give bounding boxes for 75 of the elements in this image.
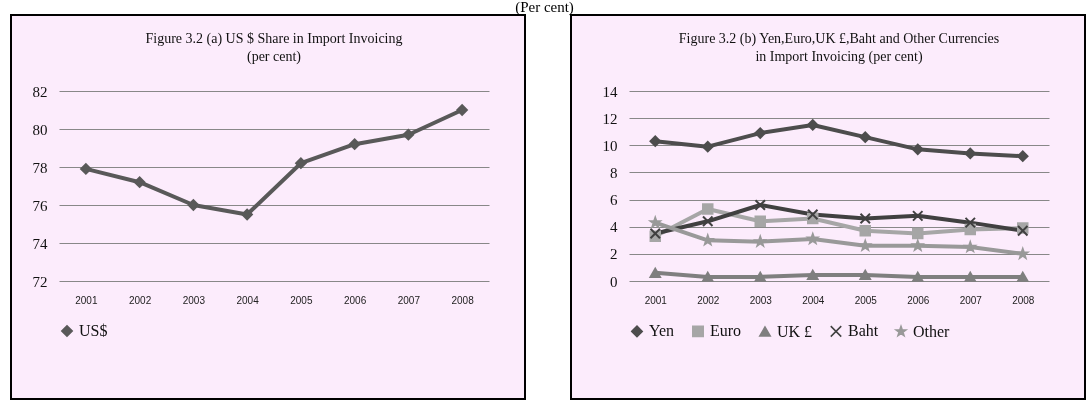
y-tick-label: 4 (610, 219, 618, 236)
point (702, 215, 714, 228)
legend-label: Baht (848, 322, 879, 340)
y-tick-label: 12 (602, 110, 618, 127)
x-tick-label: 2007 (959, 294, 983, 306)
text: (Per cent) (514, 0, 575, 15)
x-tick-label: 2008 (1012, 294, 1035, 306)
legend-label: US$ (79, 322, 108, 339)
x-tick-label: 2005 (854, 294, 878, 306)
x-tick-label: 2004 (802, 294, 825, 306)
x-tick-label: 2001 (644, 294, 668, 306)
point (1017, 150, 1029, 162)
point (912, 210, 924, 222)
y-tick-label: 78 (32, 159, 48, 176)
point (859, 269, 871, 280)
y-tick-label: 0 (610, 273, 618, 290)
x-tick-label: 2002 (697, 294, 720, 306)
point (702, 271, 714, 283)
point (187, 199, 200, 211)
point (649, 135, 661, 147)
legend-label: Yen (649, 322, 675, 340)
legend-label: Other (913, 322, 951, 340)
point (964, 216, 976, 229)
point (964, 147, 976, 160)
point (912, 143, 924, 156)
point (754, 127, 766, 139)
y-tick-label: 76 (32, 197, 48, 214)
point (754, 271, 766, 283)
point (133, 176, 146, 188)
y-tick-label: 2 (610, 246, 618, 263)
x-tick-label: 2008 (451, 294, 475, 306)
point (456, 104, 468, 116)
x-tick-label: 2007 (397, 294, 421, 306)
y-tick-label: 14 (602, 83, 618, 100)
x-tick-label: 2001 (75, 294, 98, 306)
point (649, 267, 661, 278)
point (859, 225, 871, 237)
point (702, 203, 714, 215)
point (754, 199, 766, 211)
y-tick-label: 74 (32, 235, 48, 252)
x-tick-label: 2006 (907, 294, 930, 306)
legend-label: UK £ (777, 322, 813, 340)
point (702, 232, 715, 247)
point (348, 138, 361, 150)
y-tick-label: 72 (32, 273, 48, 290)
x-tick-label: 2005 (290, 294, 313, 306)
x-tick-label: 2004 (236, 294, 260, 306)
x-tick-label: 2003 (182, 294, 206, 306)
point (80, 163, 92, 175)
x-tick-label: 2002 (129, 294, 152, 306)
point (702, 140, 714, 153)
point (1017, 271, 1029, 283)
x-tick-label: 2003 (749, 294, 773, 306)
point (295, 157, 307, 169)
point (754, 235, 766, 247)
point (241, 208, 253, 221)
point (807, 269, 819, 280)
point (912, 271, 924, 283)
point (859, 131, 871, 143)
point (859, 212, 871, 225)
chart-title: Figure 3.2 (a) US $ Share in Import Invoicing (per cent) (145, 31, 403, 65)
y-tick-label: 82 (32, 83, 48, 100)
y-tick-label: 80 (32, 121, 48, 138)
point (807, 208, 819, 221)
y-tick-label: 10 (602, 137, 618, 154)
chart-title: Figure 3.2 (b) Yen,Euro,UK £,Baht and Other Currencies in Import Invoicing (per cent) (678, 31, 1000, 65)
point (964, 271, 976, 283)
x-tick-label: 2006 (344, 294, 367, 306)
y-tick-label: 6 (610, 192, 618, 209)
point (402, 128, 415, 141)
legend-label: Euro (710, 322, 742, 340)
point (754, 215, 766, 228)
y-tick-label: 8 (610, 164, 618, 181)
point (807, 119, 819, 131)
point (912, 227, 924, 240)
